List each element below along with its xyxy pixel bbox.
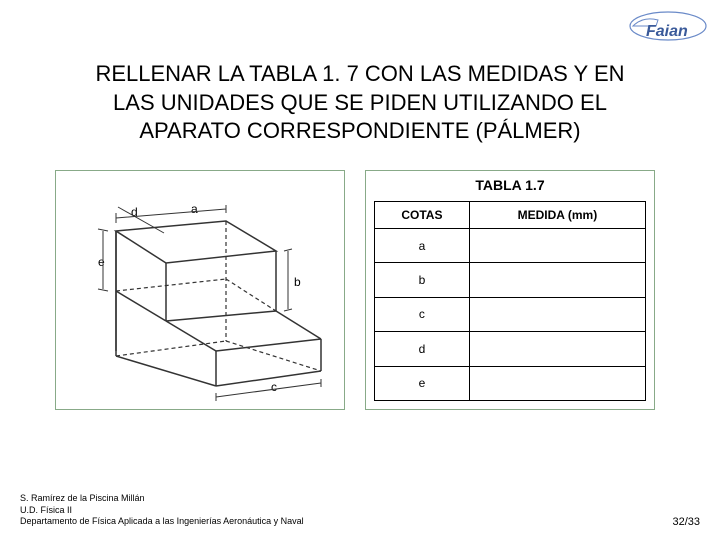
footer-line-3: Departamento de Física Aplicada a las In… [20,516,304,526]
title-line-1: RELLENAR LA TABLA 1. 7 CON LAS MEDIDAS Y… [95,61,624,86]
table-row: a [375,229,646,263]
cell-cota: c [375,297,470,331]
isometric-diagram: a b c d e [56,171,346,411]
cell-medida [469,332,645,366]
footer-line-2: U.D. Física II [20,505,72,515]
logo: Faian [608,8,708,48]
title-line-3: APARATO CORRESPONDIENTE (PÁLMER) [139,118,580,143]
logo-text: Faian [646,23,688,40]
dim-label-a: a [191,202,198,216]
dim-label-c: c [271,380,277,394]
table-panel: TABLA 1.7 COTAS MEDIDA (mm) a b c [365,170,655,410]
table-row: d [375,332,646,366]
header-medida: MEDIDA (mm) [469,202,645,229]
dim-label-b: b [294,275,301,289]
footer-credits: S. Ramírez de la Piscina Millán U.D. Fís… [20,493,304,528]
cell-cota: e [375,366,470,400]
table-title: TABLA 1.7 [366,171,654,197]
dim-label-e: e [98,255,105,269]
header-cotas: COTAS [375,202,470,229]
measurements-table: COTAS MEDIDA (mm) a b c d [374,201,646,401]
cell-cota: d [375,332,470,366]
title-line-2: LAS UNIDADES QUE SE PIDEN UTILIZANDO EL [113,90,607,115]
content-row: a b c d e TABLA 1.7 COTAS MEDIDA (m [55,170,665,420]
cell-medida [469,229,645,263]
cell-cota: b [375,263,470,297]
footer-line-1: S. Ramírez de la Piscina Millán [20,493,145,503]
page-number: 32/33 [672,516,700,528]
table-header-row: COTAS MEDIDA (mm) [375,202,646,229]
diagram-panel: a b c d e [55,170,345,410]
footer: S. Ramírez de la Piscina Millán U.D. Fís… [20,493,700,528]
cell-cota: a [375,229,470,263]
table-row: b [375,263,646,297]
page-title: RELLENAR LA TABLA 1. 7 CON LAS MEDIDAS Y… [80,60,640,146]
table-row: c [375,297,646,331]
cell-medida [469,297,645,331]
table-row: e [375,366,646,400]
cell-medida [469,263,645,297]
cell-medida [469,366,645,400]
